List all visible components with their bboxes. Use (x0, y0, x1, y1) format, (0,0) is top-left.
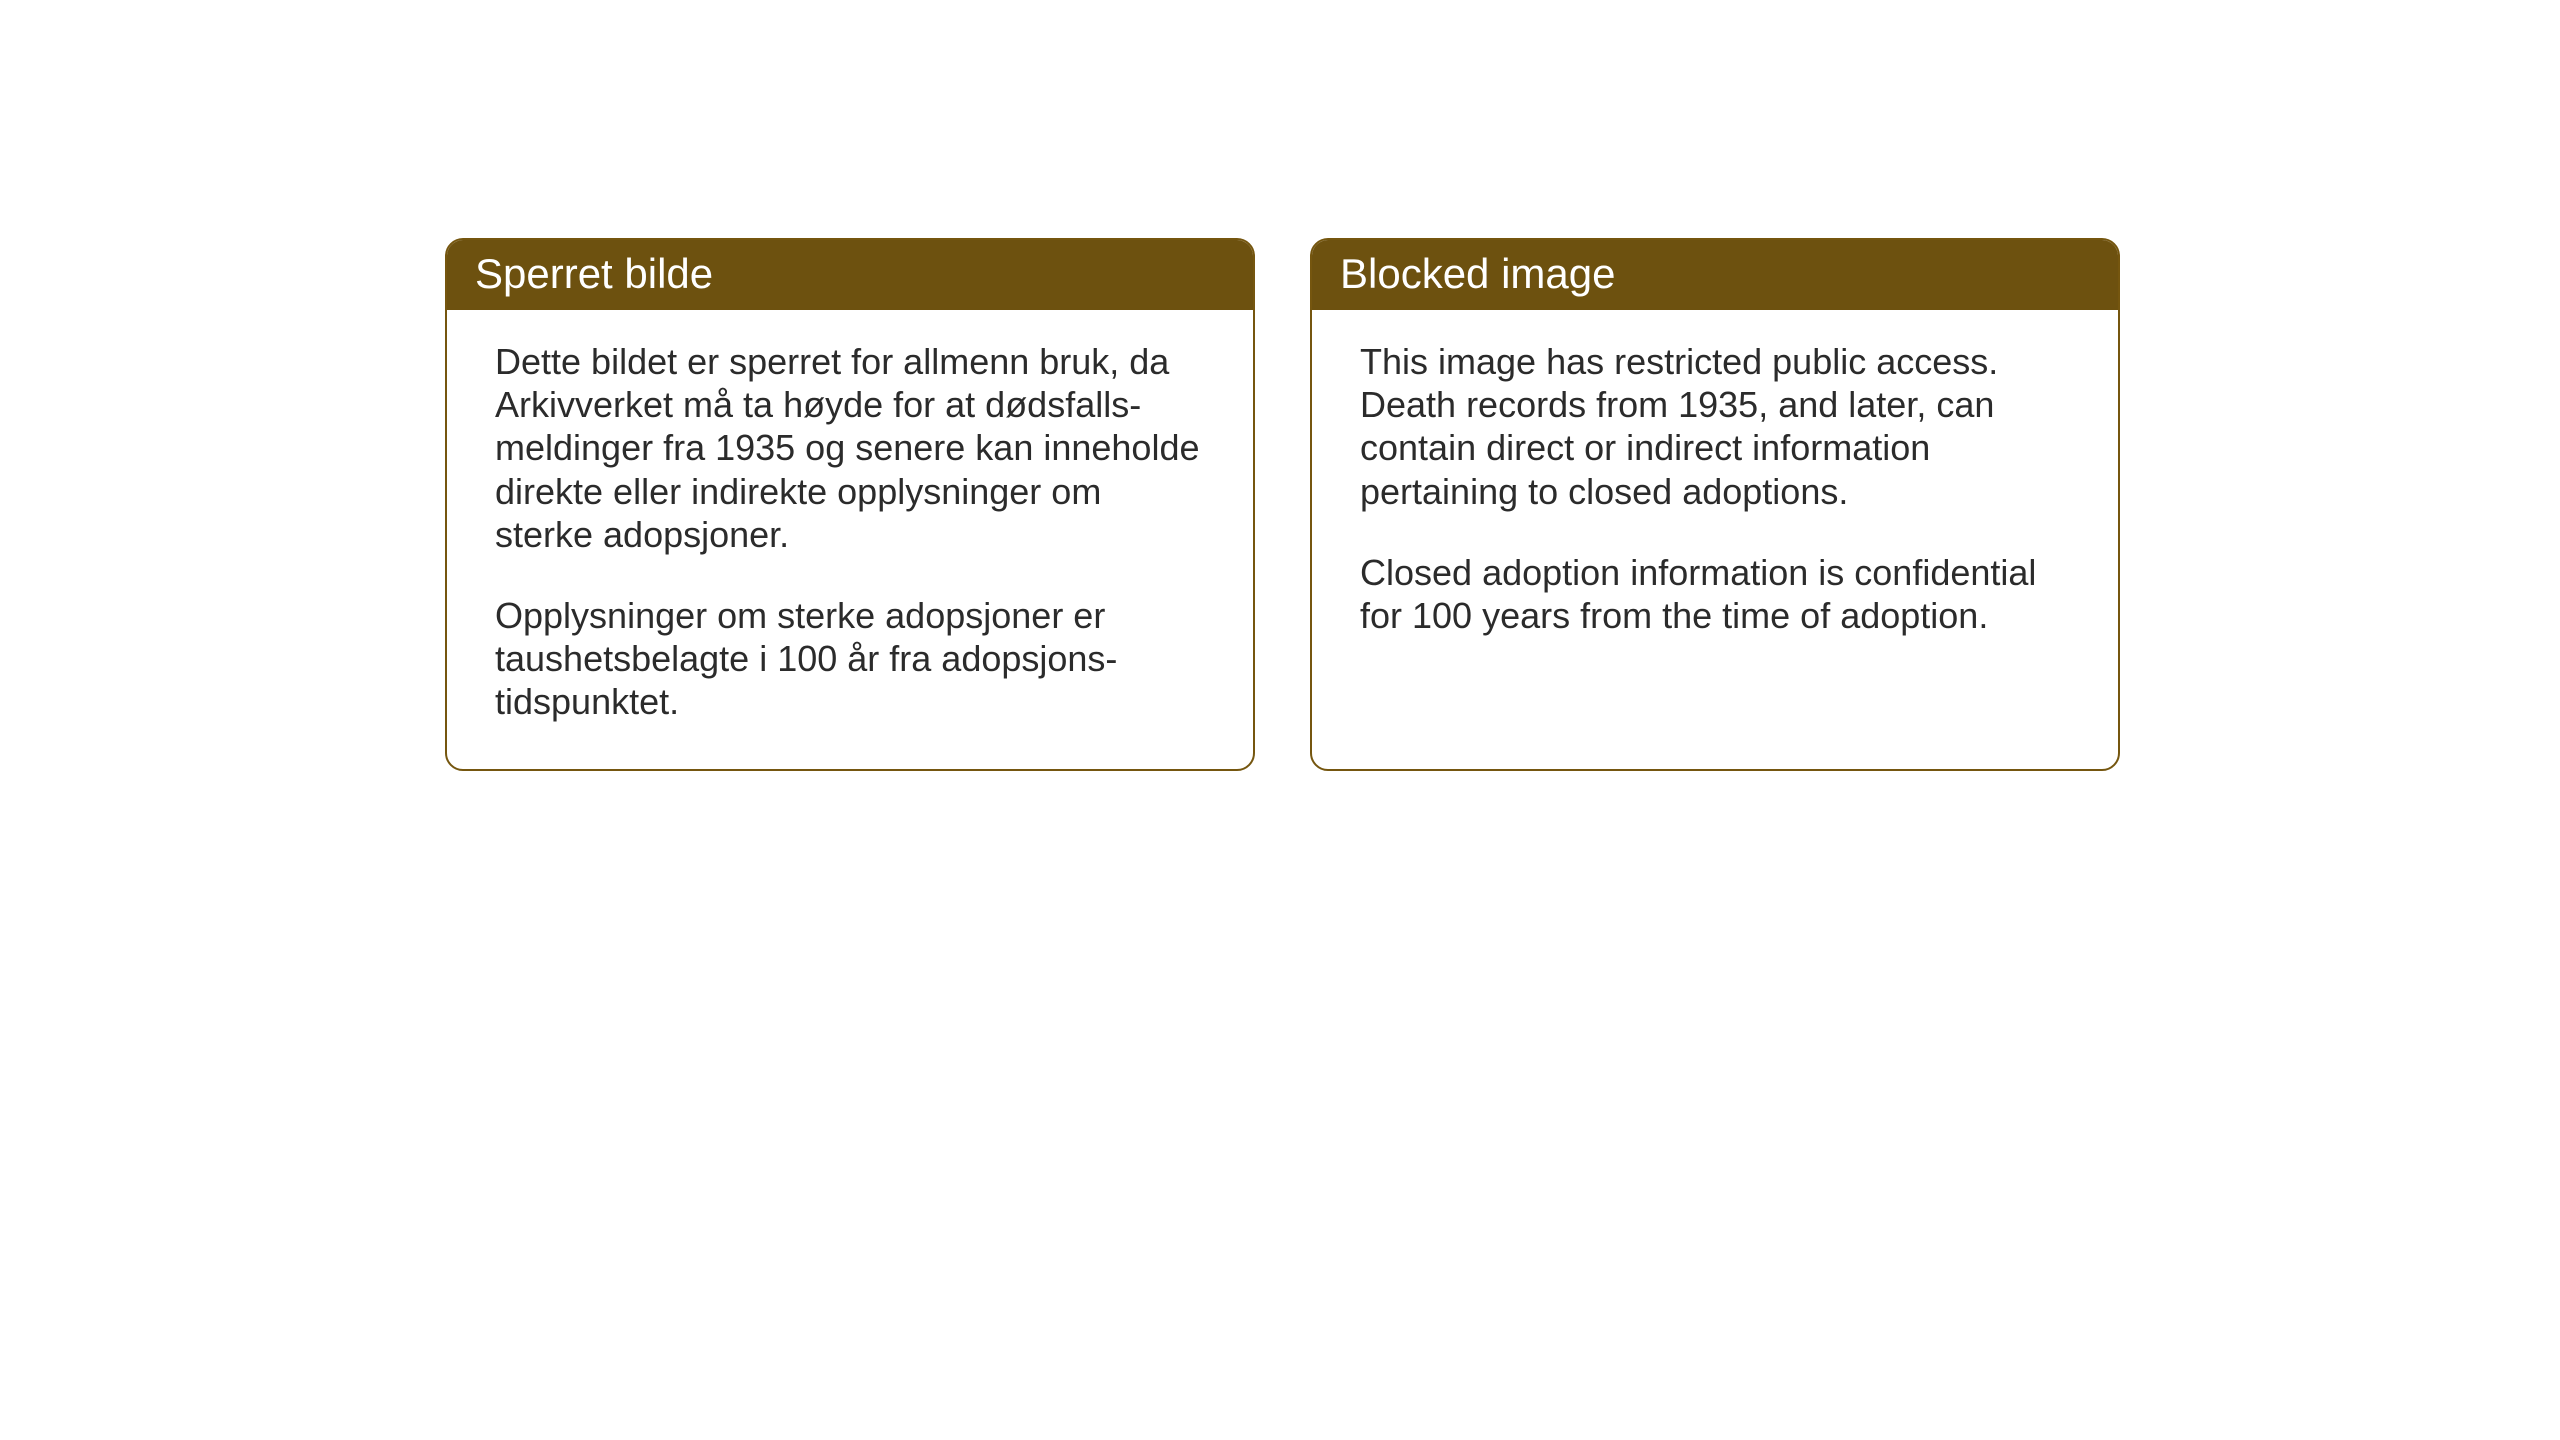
card-english-body: This image has restricted public access.… (1312, 310, 2118, 682)
card-norwegian-paragraph-1: Dette bildet er sperret for allmenn bruk… (495, 340, 1205, 556)
card-norwegian-body: Dette bildet er sperret for allmenn bruk… (447, 310, 1253, 769)
card-english-header: Blocked image (1312, 240, 2118, 310)
card-english-paragraph-2: Closed adoption information is confident… (1360, 551, 2070, 637)
card-english-paragraph-1: This image has restricted public access.… (1360, 340, 2070, 513)
card-norwegian-header: Sperret bilde (447, 240, 1253, 310)
cards-container: Sperret bilde Dette bildet er sperret fo… (445, 238, 2120, 771)
card-norwegian: Sperret bilde Dette bildet er sperret fo… (445, 238, 1255, 771)
card-norwegian-paragraph-2: Opplysninger om sterke adopsjoner er tau… (495, 594, 1205, 724)
card-english: Blocked image This image has restricted … (1310, 238, 2120, 771)
card-english-title: Blocked image (1340, 250, 1615, 297)
card-norwegian-title: Sperret bilde (475, 250, 713, 297)
